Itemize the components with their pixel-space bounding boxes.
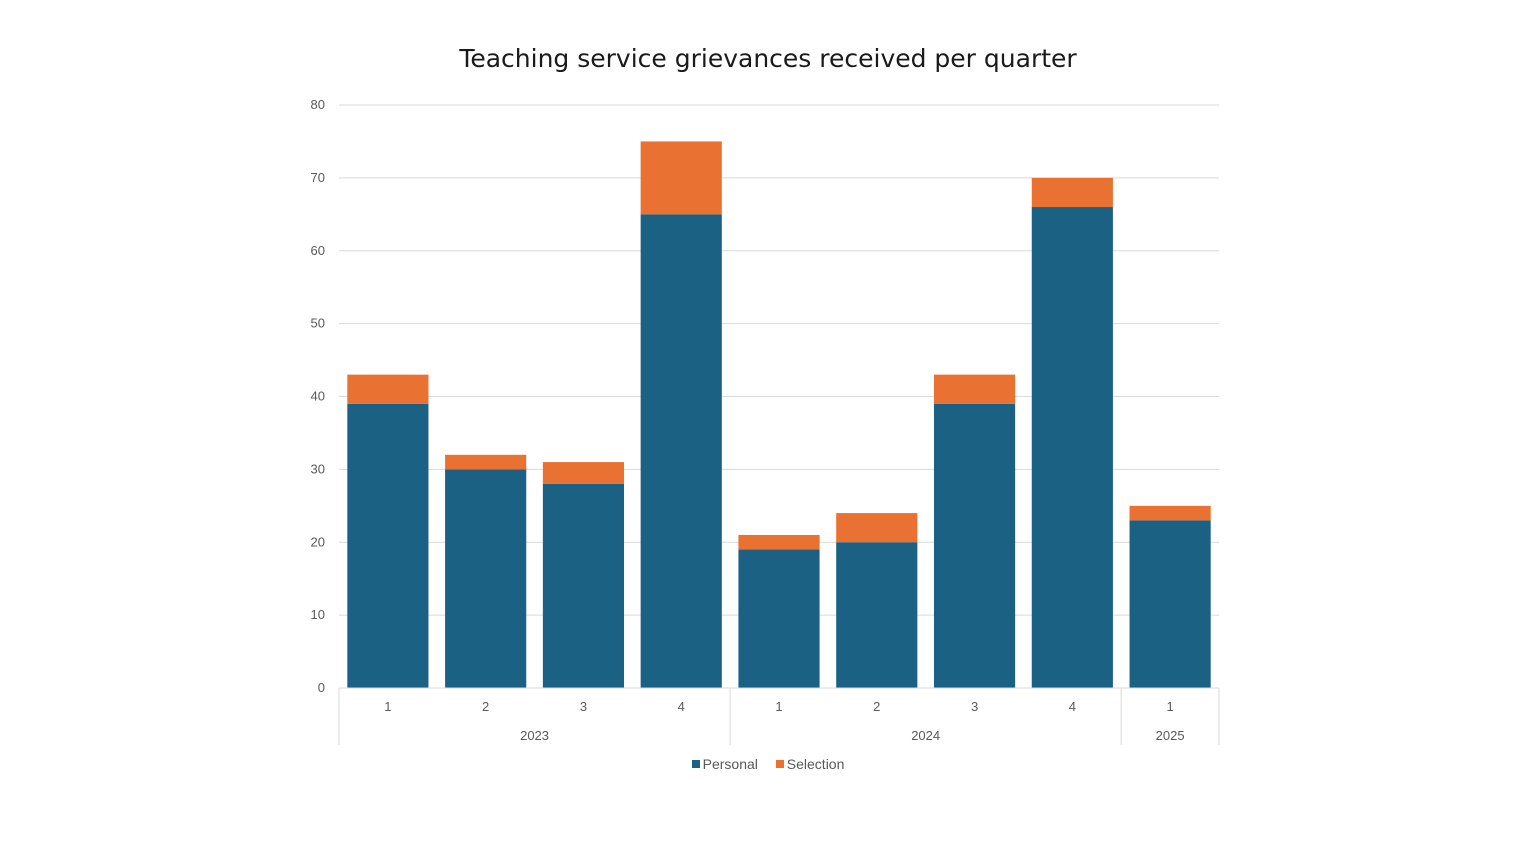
x-tick-label-3: 4	[678, 699, 685, 714]
x-tick-label-0: 1	[384, 699, 391, 714]
y-tick-label-40: 40	[311, 389, 325, 404]
bar-selection-8	[1129, 505, 1211, 521]
x-tick-label-4: 1	[775, 699, 782, 714]
x-tick-label-7: 4	[1069, 699, 1076, 714]
legend-swatch-selection	[775, 760, 784, 768]
x-tick-label-8: 1	[1166, 699, 1173, 714]
legend-label-personal: Personal	[702, 756, 758, 772]
bar-personal-5	[836, 542, 918, 688]
y-tick-label-70: 70	[311, 170, 325, 185]
y-tick-label-80: 80	[311, 97, 325, 112]
x-group-label-2023: 2023	[520, 728, 549, 743]
x-group-label-2025: 2025	[1156, 728, 1185, 743]
legend-item-selection: Selection	[775, 756, 845, 772]
bars	[347, 141, 1211, 688]
x-tick-label-1: 2	[482, 699, 489, 714]
x-tick-label-5: 2	[873, 699, 880, 714]
bar-personal-1	[445, 469, 527, 688]
bar-selection-0	[347, 374, 429, 404]
bar-selection-7	[1031, 177, 1113, 208]
x-group-label-2024: 2024	[911, 728, 940, 743]
bar-personal-7	[1031, 207, 1113, 688]
bar-personal-2	[542, 483, 625, 688]
bar-selection-6	[933, 374, 1016, 404]
x-axis: 1 2 3 4 1 2 3 4 1 2023 2024 2025	[338, 687, 1220, 745]
bar-personal-4	[738, 549, 820, 688]
bar-selection-4	[738, 534, 820, 550]
bar-selection-5	[836, 513, 918, 543]
y-tick-label-60: 60	[311, 243, 325, 258]
legend: Personal Selection	[0, 756, 1536, 772]
bar-selection-2	[542, 462, 625, 484]
bar-personal-3	[640, 214, 722, 688]
chart-title: Teaching service grievances received per…	[459, 44, 1077, 73]
y-tick-label-10: 10	[311, 607, 325, 622]
y-tick-label-50: 50	[311, 316, 325, 331]
bar-personal-0	[347, 403, 429, 688]
legend-label-selection: Selection	[786, 756, 845, 772]
y-tick-label-0: 0	[318, 680, 325, 695]
y-tick-label-20: 20	[311, 534, 325, 549]
bar-personal-6	[933, 403, 1016, 688]
y-tick-label-30: 30	[311, 461, 325, 476]
x-tick-label-2: 3	[580, 699, 587, 714]
bar-selection-1	[445, 454, 527, 470]
bar-selection-3	[640, 141, 722, 215]
legend-swatch-personal	[691, 760, 700, 768]
legend-item-personal: Personal	[691, 756, 758, 772]
bar-personal-8	[1129, 520, 1211, 688]
x-tick-label-6: 3	[971, 699, 978, 714]
